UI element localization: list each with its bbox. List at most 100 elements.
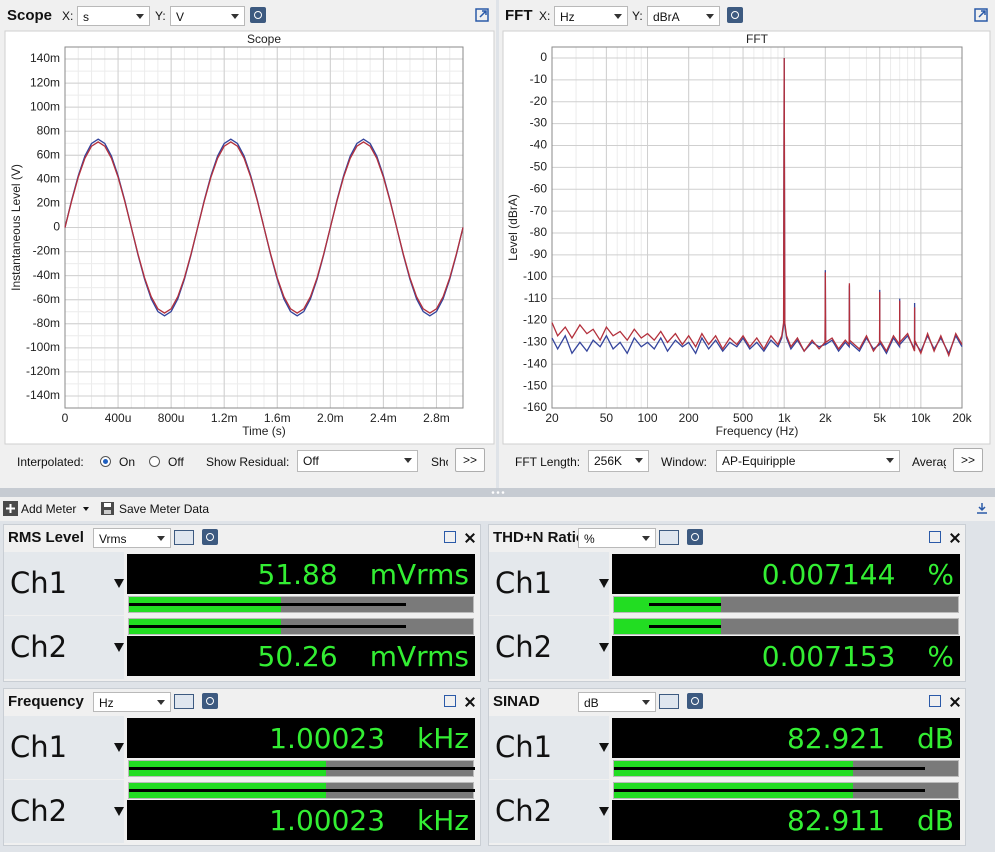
y-unit-dropdown[interactable]: dBrA [647,6,720,26]
popout-button[interactable] [974,8,988,22]
close-button[interactable] [465,533,475,543]
meter-title: RMS Level [8,529,84,546]
y-tick-label: -160 [523,400,547,414]
unit-dropdown[interactable]: Hz [93,692,171,712]
y-tick-label: -100 [523,269,547,283]
y-tick-label: -120 [523,313,547,327]
close-button[interactable] [465,697,475,707]
y-tick-label: -40 [530,138,548,152]
x-tick-label: 800u [158,411,185,425]
y-tick-label: -10 [530,72,548,86]
x-unit: s [83,10,89,24]
unit-dropdown[interactable]: % [578,528,656,548]
channel-menu[interactable] [114,807,124,816]
channel-menu[interactable] [599,579,609,588]
fft-length-dropdown[interactable]: 256K [588,450,649,472]
channel-menu[interactable] [599,743,609,752]
graph-button[interactable] [174,694,194,709]
channel-menu[interactable] [114,643,124,652]
reading-unit: kHz [417,803,469,837]
y-tick-label: -110 [524,291,547,305]
settings-button[interactable] [250,7,266,23]
download-icon[interactable] [976,502,988,515]
reading: 51.88 [257,557,338,591]
add-meter-button[interactable]: Add Meter [21,502,77,516]
y-tick-label: 20m [37,196,60,210]
channel-label-area [4,552,124,615]
dropdown-value: 256K [594,454,623,468]
popout-button[interactable] [929,695,941,707]
reading-unit: dB [917,721,954,755]
y-unit: dBrA [653,10,680,24]
reading: 0.007144 [761,557,896,591]
y-tick-label: -100m [26,340,60,354]
graph-button[interactable] [659,694,679,709]
graph-button[interactable] [659,530,679,545]
y-label: Y: [632,9,643,23]
settings-button[interactable] [202,693,218,709]
residual-dropdown[interactable]: Off [297,450,418,472]
splitter-grip [491,491,505,494]
channel-label-area [489,552,609,615]
reading-display: 51.88 mVrms [127,554,475,594]
channel-label: Ch2 [495,794,553,828]
close-button[interactable] [465,697,475,707]
channel-label: Ch2 [10,630,68,664]
close-button[interactable] [950,533,960,543]
settings-button[interactable] [727,7,743,23]
popout-button[interactable] [475,8,489,22]
more-button[interactable]: >> [953,448,983,472]
plot-area [552,47,962,408]
channel-menu[interactable] [114,743,124,752]
channel-label: Ch1 [495,730,553,764]
reading-display: 50.26 mVrms [127,636,475,676]
channel-label: Ch1 [495,566,553,600]
popout-button[interactable] [444,695,456,707]
unit-dropdown[interactable]: Vrms [93,528,171,548]
control-label: Interpolated: [17,455,84,469]
control-label: Sho [431,455,448,469]
close-button[interactable] [950,533,960,543]
channel-menu[interactable] [114,579,124,588]
y-tick-label: -70 [530,203,548,217]
reading: 50.26 [257,639,338,673]
control-label: FFT Length: [515,455,581,469]
graph-button[interactable] [174,530,194,545]
control-label: Show Residual: [206,455,290,469]
x-tick-label: 400u [105,411,132,425]
popout-button[interactable] [444,531,456,543]
x-tick-label: 1k [778,411,792,425]
level-bar-line [614,789,926,792]
settings-button[interactable] [687,529,703,545]
reading-unit: % [927,639,954,673]
more-button[interactable]: >> [455,448,485,472]
unit-dropdown[interactable]: dB [578,692,656,712]
add-icon[interactable] [3,501,18,516]
close-button[interactable] [950,697,960,707]
settings-button[interactable] [202,529,218,545]
x-unit-dropdown[interactable]: Hz [554,6,628,26]
dropdown-value: Off [303,454,319,468]
channel-menu[interactable] [599,807,609,816]
close-button[interactable] [465,533,475,543]
channel-label-area [489,780,609,843]
popout-button[interactable] [929,531,941,543]
radio-off[interactable] [149,456,160,467]
y-tick-label: -140 [523,356,547,370]
x-tick-label: 10k [911,411,931,425]
window-dropdown[interactable]: AP-Equiripple [716,450,900,472]
radio-on[interactable] [100,456,111,467]
channel-label: Ch2 [10,794,68,828]
settings-button[interactable] [687,693,703,709]
reading: 82.911 [787,803,886,837]
close-button[interactable] [950,697,960,707]
reading: 0.007153 [761,639,896,673]
y-unit-dropdown[interactable]: V [170,6,245,26]
reading-unit: mVrms [369,557,469,591]
reading-unit: % [927,557,954,591]
y-tick-label: 40m [37,172,60,186]
save-meter-button[interactable]: Save Meter Data [119,502,210,516]
x-unit-dropdown[interactable]: s [77,6,150,26]
channel-menu[interactable] [599,643,609,652]
save-icon[interactable] [100,501,115,516]
